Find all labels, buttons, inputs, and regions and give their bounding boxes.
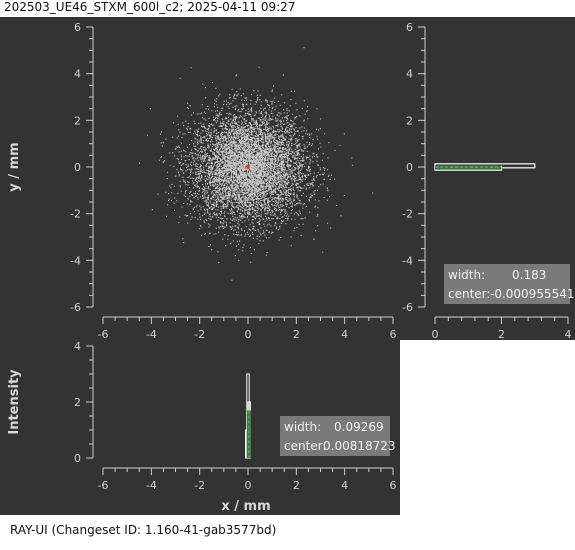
center-marker (246, 165, 250, 169)
scatter-y-tick-label: -4 (70, 254, 81, 267)
stats-width-value: 0.183 (512, 268, 546, 282)
intensity-axis-label: Intensity (7, 369, 22, 435)
stats-width-label: width: (284, 420, 321, 434)
center-point (246, 165, 250, 169)
scatter-x-ticks: -6 -4 -2 0 2 4 6 (98, 317, 397, 341)
scatter-x-tick-label: -4 (146, 328, 157, 341)
x-profile-y-ticks: 4 2 0 (74, 340, 93, 465)
scatter-points (139, 47, 374, 281)
stats-box-bg (280, 416, 390, 456)
window-title: 202503_UE46_STXM_600l_c2; 2025-04-11 09:… (4, 0, 296, 14)
y-profile-x-tick-label: 0 (432, 328, 439, 341)
stats-center-label: center: (448, 287, 490, 301)
stats-width-value: 0.09269 (334, 420, 384, 434)
y-profile-y-tick-label: 0 (406, 161, 413, 174)
x-profile-x-tick-label: 4 (341, 479, 348, 492)
scatter-plot: 6 4 2 0 -2 -4 -6 -6 -4 -2 0 2 4 6 y / mm (7, 21, 397, 341)
y-profile-y-tick-label: 6 (406, 21, 413, 34)
x-profile-x-tick-label: -6 (98, 479, 109, 492)
y-profile-x-tick-label: 4 (565, 328, 572, 341)
x-profile-y-tick-label: 4 (74, 340, 81, 353)
scatter-x-tick-label: 0 (245, 328, 252, 341)
x-profile-x-tick-label: 6 (390, 479, 397, 492)
x-profile-gauss-fill (247, 410, 251, 458)
scatter-x-tick-label: 6 (390, 328, 397, 341)
stats-center-value: 0.00818723 (323, 439, 396, 453)
y-profile-gauss-fill (435, 165, 502, 170)
scatter-point-cloud (139, 47, 374, 281)
y-profile-y-tick-label: 2 (406, 114, 413, 127)
scatter-y-tick-label: -6 (70, 301, 81, 314)
stats-center-value: -0.000955541 (490, 287, 575, 301)
scatter-x-tick-label: 2 (293, 328, 300, 341)
x-profile-x-tick-label: -2 (194, 479, 205, 492)
scatter-y-tick-label: 2 (74, 114, 81, 127)
y-profile-stats-box: width: 0.183 center: -0.000955541 (444, 264, 575, 304)
x-profile-x-tick-label: 0 (245, 479, 252, 492)
y-profile-bars (434, 163, 536, 171)
scatter-y-tick-label: -2 (70, 208, 81, 221)
stats-center-label: center: (284, 439, 326, 453)
plot-area: 6 4 2 0 -2 -4 -6 -6 -4 -2 0 2 4 6 y / mm 6 4 2 0 -2 -4 -6 … (0, 17, 575, 515)
scatter-y-ticks: 6 4 2 0 -2 -4 -6 (70, 21, 93, 314)
scatter-y-tick-label: 6 (74, 21, 81, 34)
status-footer: RAY-UI (Changeset ID: 1.160-41-gab3577bd… (10, 523, 277, 537)
scatter-x-tick-label: -6 (98, 328, 109, 341)
stats-box-bg (444, 264, 570, 304)
x-profile-x-tick-label: -4 (146, 479, 157, 492)
scatter-x-tick-label: -2 (194, 328, 205, 341)
y-axis-label: y / mm (7, 142, 22, 191)
stats-width-label: width: (448, 268, 485, 282)
y-profile-y-ticks: 6 4 2 0 -2 -4 -6 (402, 21, 425, 314)
scatter-y-tick-label: 4 (74, 68, 81, 81)
x-profile-plot: 4 2 0 -6 -4 -2 0 2 4 6 Intensity x / mm width: 0… (7, 340, 397, 514)
y-profile-y-tick-label: -6 (402, 301, 413, 314)
scatter-y-tick-label: 0 (74, 161, 81, 174)
scatter-x-tick-label: 4 (341, 328, 348, 341)
y-profile-y-tick-label: -4 (402, 254, 413, 267)
y-profile-plot: 6 4 2 0 -2 -4 -6 0 2 4 width: 0.183 center: -0.0… (402, 21, 574, 341)
y-profile-x-tick-label: 2 (498, 328, 505, 341)
x-profile-x-tick-label: 2 (293, 479, 300, 492)
y-profile-x-ticks: 0 2 4 (432, 317, 572, 341)
x-profile-y-tick-label: 0 (74, 452, 81, 465)
x-profile-x-ticks: -6 -4 -2 0 2 4 6 (98, 468, 397, 492)
y-profile-y-tick-label: -2 (402, 208, 413, 221)
y-profile-y-tick-label: 4 (406, 68, 413, 81)
x-profile-bars (245, 373, 251, 459)
x-profile-y-tick-label: 2 (74, 396, 81, 409)
x-axis-label: x / mm (221, 499, 270, 514)
x-profile-stats-box: width: 0.09269 center: 0.00818723 (280, 416, 396, 456)
